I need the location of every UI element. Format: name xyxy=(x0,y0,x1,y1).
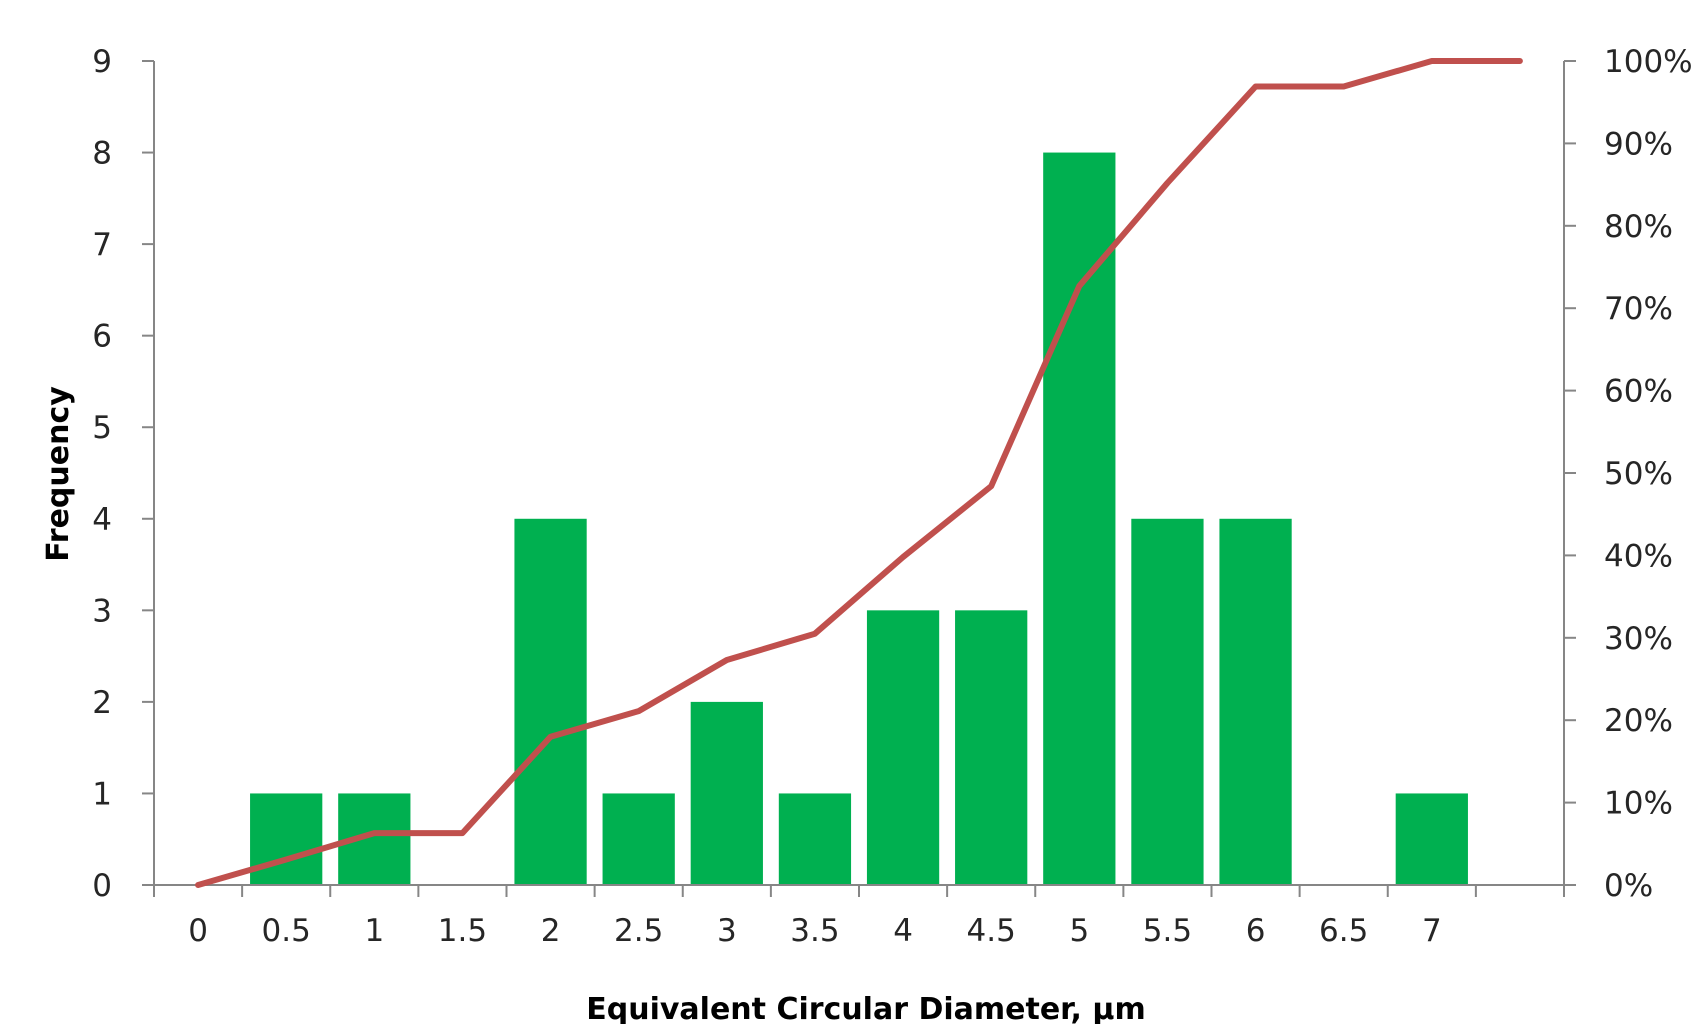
y2-tick-label-5: 50% xyxy=(1604,456,1673,492)
bar-9 xyxy=(955,610,1028,885)
x-tick-label-10: 5 xyxy=(1069,913,1089,949)
y2-tick-label-0: 0% xyxy=(1604,868,1653,904)
bar-7 xyxy=(778,793,852,885)
y-tick-label-4: 4 xyxy=(92,502,112,538)
y-tick-label-5: 5 xyxy=(92,410,112,446)
x-tick-label-1: 0.5 xyxy=(262,913,311,949)
y-tick-label-1: 1 xyxy=(92,776,112,812)
x-tick-label-11: 5.5 xyxy=(1143,913,1192,949)
x-tick-label-4: 2 xyxy=(541,913,561,949)
bar-11 xyxy=(1131,518,1204,885)
x-axis-title: Equivalent Circular Diameter, µm xyxy=(586,992,1145,1024)
x-tick-label-2: 1 xyxy=(364,913,384,949)
bar-1 xyxy=(250,793,323,885)
axes-layer xyxy=(142,60,1576,897)
y2-tick-label-7: 70% xyxy=(1604,291,1673,327)
y2-tick-label-8: 80% xyxy=(1604,209,1673,245)
y-tick-label-6: 6 xyxy=(92,319,112,355)
x-tick-label-9: 4.5 xyxy=(967,913,1016,949)
x-tick-label-8: 4 xyxy=(893,913,913,949)
x-tick-label-13: 6.5 xyxy=(1319,913,1368,949)
bar-8 xyxy=(866,610,940,885)
y2-tick-label-9: 90% xyxy=(1604,126,1673,162)
y-tick-label-0: 0 xyxy=(92,868,112,904)
x-tick-label-14: 7 xyxy=(1422,913,1442,949)
bar-4 xyxy=(514,518,587,885)
bar-10 xyxy=(1043,152,1116,886)
bar-14 xyxy=(1395,793,1468,885)
bars-layer xyxy=(250,152,1468,886)
y-tick-label-8: 8 xyxy=(92,136,112,172)
x-tick-label-5: 2.5 xyxy=(614,913,663,949)
x-tick-label-0: 0 xyxy=(188,913,208,949)
x-tick-label-3: 1.5 xyxy=(438,913,487,949)
y-tick-label-9: 9 xyxy=(92,44,112,80)
y-tick-label-7: 7 xyxy=(92,227,112,263)
y-tick-label-3: 3 xyxy=(92,593,112,629)
y2-tick-label-3: 30% xyxy=(1604,621,1673,657)
x-tick-label-7: 3.5 xyxy=(790,913,839,949)
y2-tick-label-2: 20% xyxy=(1604,703,1673,739)
y-tick-label-2: 2 xyxy=(92,685,112,721)
line-layer xyxy=(195,58,1523,888)
x-tick-label-12: 6 xyxy=(1246,913,1266,949)
bar-6 xyxy=(690,701,763,885)
y2-tick-label-4: 40% xyxy=(1604,538,1673,574)
y-axis-title: Frequency xyxy=(41,386,76,562)
bar-5 xyxy=(602,793,675,885)
x-tick-label-6: 3 xyxy=(717,913,737,949)
labels-layer: 01234567890%10%20%30%40%50%60%70%80%90%1… xyxy=(92,44,1692,949)
cumulative-line xyxy=(195,58,1523,888)
bar-12 xyxy=(1219,518,1292,885)
y2-tick-label-6: 60% xyxy=(1604,374,1673,410)
y2-tick-label-1: 10% xyxy=(1604,786,1673,822)
y2-tick-label-10: 100% xyxy=(1604,44,1693,80)
